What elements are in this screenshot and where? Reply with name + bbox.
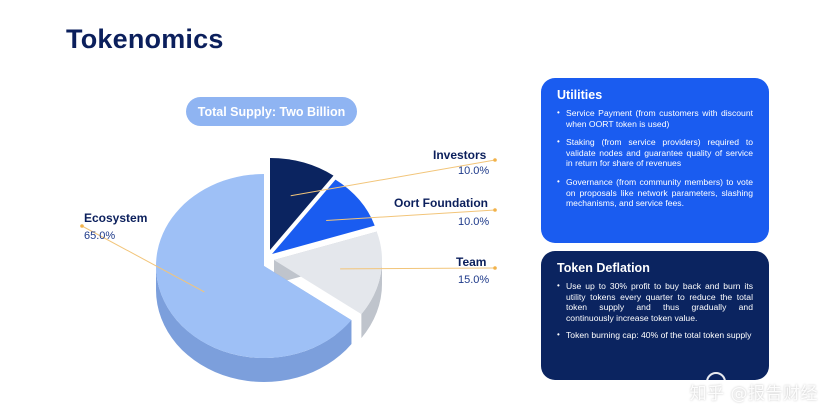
utilities-item: Staking (from service providers) require…	[557, 137, 753, 169]
pie-slice-investors	[270, 158, 334, 250]
pie-leaders	[80, 158, 497, 293]
leader-dot	[493, 266, 497, 270]
total-supply-badge: Total Supply: Two Billion	[186, 97, 357, 126]
slice-value-team: 15.0%	[458, 274, 490, 286]
leader-line	[81, 225, 205, 293]
pie-slices	[156, 158, 382, 358]
leader-line	[290, 159, 496, 197]
slice-label-oort-foundation: Oort Foundation	[394, 196, 488, 210]
watermark-logo-icon	[706, 372, 726, 392]
leader-dot	[80, 224, 84, 228]
utilities-heading: Utilities	[557, 88, 603, 102]
utilities-card: Utilities Service Payment (from customer…	[541, 78, 769, 243]
leader-dot	[493, 208, 497, 212]
token-deflation-list: Use up to 30% profit to buy back and bur…	[557, 281, 753, 341]
token-deflation-heading: Token Deflation	[557, 261, 650, 275]
slice-label-team: Team	[456, 255, 487, 269]
utilities-item: Service Payment (from customers with dis…	[557, 108, 753, 129]
slice-value-ecosystem: 65.0%	[84, 230, 116, 242]
page-title: Tokenomics	[66, 24, 224, 54]
token-deflation-item: Token burning cap: 40% of the total toke…	[557, 330, 753, 341]
pie-slice-ecosystem	[156, 174, 352, 358]
total-supply-label: Total Supply: Two Billion	[197, 104, 346, 119]
slice-value-investors: 10.0%	[458, 165, 490, 177]
pie-slice-side	[156, 266, 352, 382]
utilities-item: Governance (from community members) to v…	[557, 177, 753, 209]
slice-label-investors: Investors	[433, 148, 487, 162]
leader-line	[326, 209, 496, 221]
pie-slice-side	[361, 260, 382, 339]
pie-slice-oort-foundation	[272, 179, 375, 254]
watermark-text: 知乎 @报告财经	[689, 384, 818, 404]
token-deflation-item: Use up to 30% profit to buy back and bur…	[557, 281, 753, 323]
utilities-list: Service Payment (from customers with dis…	[557, 108, 753, 209]
leader-dot	[493, 158, 497, 162]
token-deflation-card: Token Deflation Use up to 30% profit to …	[541, 251, 769, 380]
pie-slice-team	[274, 231, 382, 315]
slice-label-ecosystem: Ecosystem	[84, 211, 148, 225]
leader-line	[340, 267, 496, 270]
slice-value-oort-foundation: 10.0%	[458, 216, 490, 228]
